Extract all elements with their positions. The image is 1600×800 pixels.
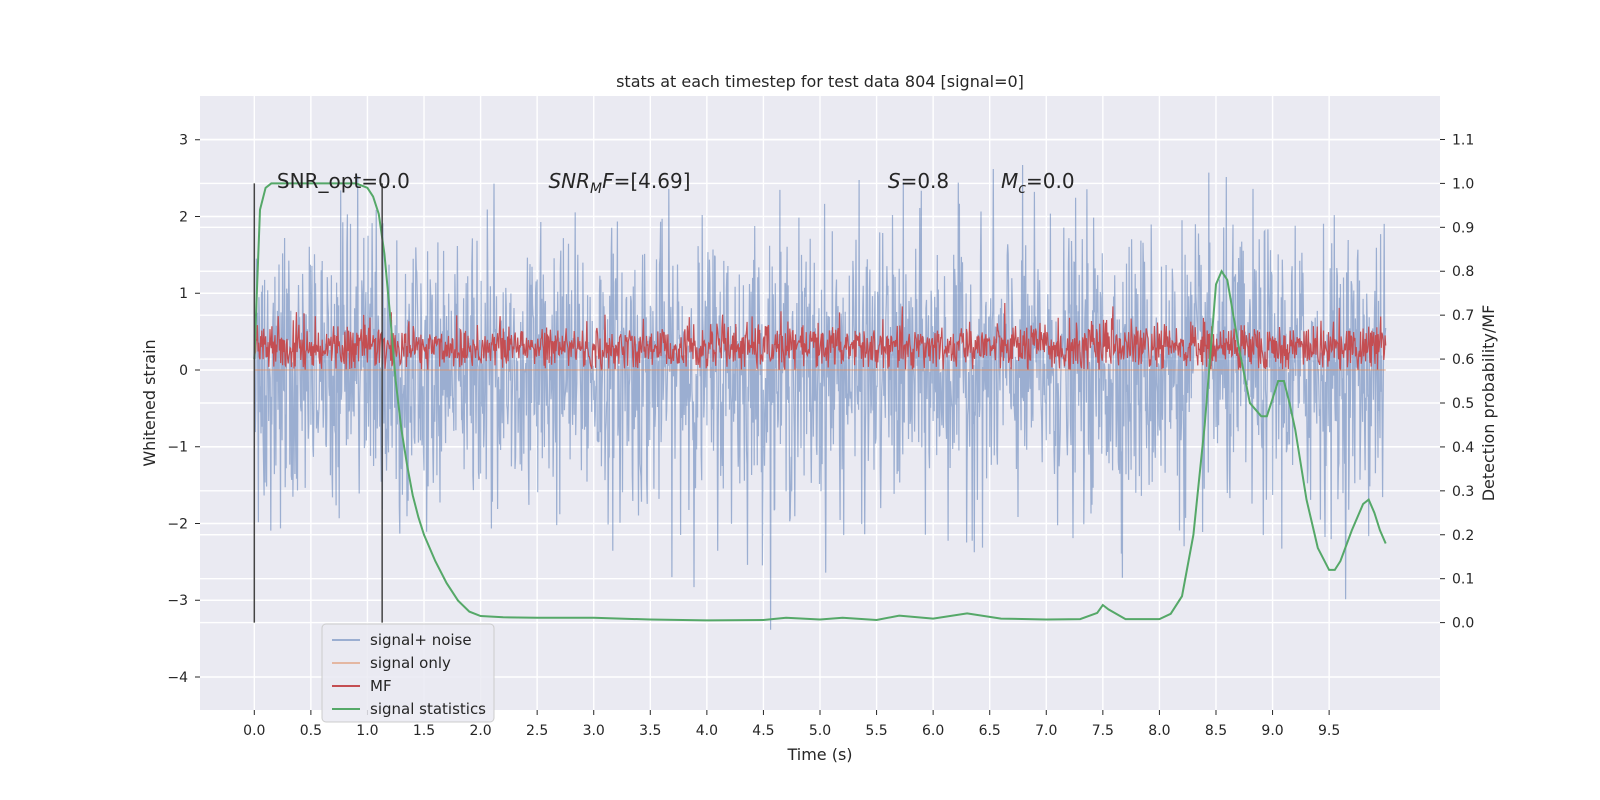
ticks: 0.0 0.5 1.0 1.5 2.0 2.5 3.0 3.5 4.0 4.5 5.0 5.5 6.0 6… bbox=[167, 132, 1474, 739]
x-tick-label: 8.0 bbox=[1148, 723, 1170, 739]
y2-tick-label: 0.3 bbox=[1452, 484, 1474, 500]
legend-label: signal+ noise bbox=[370, 631, 472, 649]
y-tick-label: 0 bbox=[179, 363, 188, 379]
x-tick-label: 6.0 bbox=[922, 723, 944, 739]
x-tick-label: 4.0 bbox=[696, 723, 718, 739]
x-tick-label: 9.0 bbox=[1261, 723, 1283, 739]
y-tick-label: −2 bbox=[167, 516, 188, 532]
y2-tick-label: 0.8 bbox=[1452, 264, 1474, 280]
series-mf bbox=[253, 302, 1387, 372]
series-layer bbox=[253, 164, 1387, 630]
y2-tick-label: 0.4 bbox=[1452, 440, 1474, 456]
legend-label: MF bbox=[370, 677, 392, 695]
y2-tick-label: 0.6 bbox=[1452, 352, 1474, 368]
y2-tick-label: 0.5 bbox=[1452, 396, 1474, 412]
y2-tick-label: 0.7 bbox=[1452, 308, 1474, 324]
annotation: S=0.8 bbox=[888, 169, 949, 193]
y-tick-label: 2 bbox=[179, 209, 188, 225]
x-tick-label: 0.5 bbox=[300, 723, 322, 739]
x-tick-label: 0.0 bbox=[243, 723, 265, 739]
y-axis-label: Whitened strain bbox=[140, 339, 159, 466]
y-tick-label: −3 bbox=[167, 593, 188, 609]
x-tick-label: 4.5 bbox=[752, 723, 774, 739]
x-tick-label: 2.5 bbox=[526, 723, 548, 739]
x-tick-label: 3.5 bbox=[639, 723, 661, 739]
y-tick-label: −4 bbox=[167, 670, 188, 686]
annotation: SNRMF=[4.69] bbox=[548, 169, 690, 197]
legend-box bbox=[321, 623, 495, 723]
legend-label: signal only bbox=[370, 654, 451, 672]
x-tick-label: 5.0 bbox=[809, 723, 831, 739]
y2-tick-label: 1.1 bbox=[1452, 132, 1474, 148]
chart-title: stats at each timestep for test data 804… bbox=[616, 72, 1024, 91]
y-tick-label: −1 bbox=[167, 440, 188, 456]
x-tick-label: 7.0 bbox=[1035, 723, 1057, 739]
legend: signal+ noise signal only MF signal statist… bbox=[321, 623, 495, 723]
series-signal-noise bbox=[253, 164, 1387, 630]
y2-tick-label: 0.2 bbox=[1452, 528, 1474, 544]
x-tick-label: 2.0 bbox=[469, 723, 491, 739]
x-tick-label: 1.0 bbox=[356, 723, 378, 739]
x-tick-label: 1.5 bbox=[413, 723, 435, 739]
series-signal-statistics bbox=[253, 182, 1387, 622]
y2-tick-label: 0.9 bbox=[1452, 220, 1474, 236]
y2-tick-label: 0.0 bbox=[1452, 616, 1474, 632]
x-axis-label: Time (s) bbox=[786, 745, 852, 764]
x-tick-label: 5.5 bbox=[865, 723, 887, 739]
x-tick-label: 3.0 bbox=[583, 723, 605, 739]
y2-axis-label: Detection probability/MF bbox=[1479, 305, 1498, 502]
annotations: SNR_opt=0.0 SNRMF=[4.69] S=0.8 Mc=0.0 bbox=[277, 169, 1075, 197]
x-tick-label: 8.5 bbox=[1205, 723, 1227, 739]
x-tick-label: 6.5 bbox=[979, 723, 1001, 739]
legend-label: signal statistics bbox=[370, 700, 486, 718]
y-tick-label: 1 bbox=[179, 286, 188, 302]
annotation: Mc=0.0 bbox=[1001, 169, 1075, 197]
y-tick-label: 3 bbox=[179, 133, 188, 149]
annotation: SNR_opt=0.0 bbox=[277, 169, 410, 193]
x-tick-label: 9.5 bbox=[1318, 723, 1340, 739]
y2-tick-label: 0.1 bbox=[1452, 572, 1474, 588]
x-tick-label: 7.5 bbox=[1092, 723, 1114, 739]
y2-tick-label: 1.0 bbox=[1452, 176, 1474, 192]
